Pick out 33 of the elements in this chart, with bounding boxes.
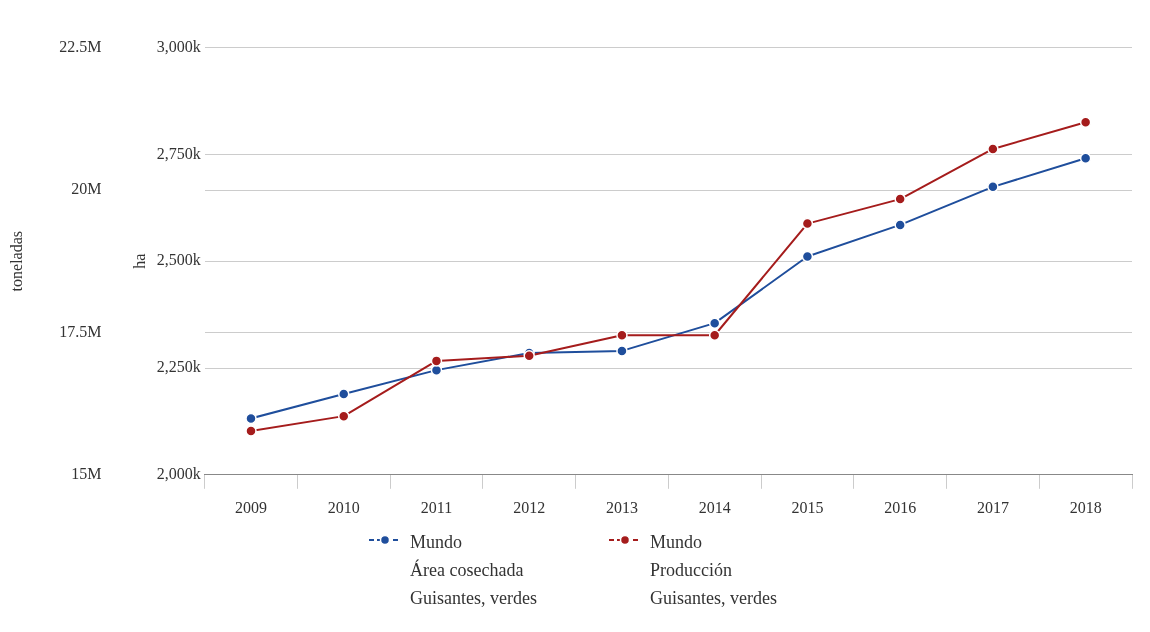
point <box>616 345 628 357</box>
point <box>337 388 350 400</box>
x-tick-label: 2012 <box>513 498 546 516</box>
y2-axis-title: toneladas <box>7 230 25 292</box>
x-tick-label: 2014 <box>698 498 731 516</box>
y-tick-label: 2,250k <box>156 358 201 376</box>
point <box>708 329 721 341</box>
y2-tick-label: 17.5M <box>59 322 102 340</box>
y2-tick-label: 22.5M <box>59 37 102 55</box>
y-tick-label: 3,000k <box>156 37 201 55</box>
x-tick-label: 2011 <box>420 498 453 516</box>
x-tick-label: 2017 <box>976 498 1009 516</box>
x-tick-label: 2015 <box>791 498 824 516</box>
y-axis-title: ha <box>131 253 149 269</box>
x-tick-label: 2013 <box>605 498 638 516</box>
x-tick-label: 2018 <box>1069 498 1102 516</box>
y2-tick-label: 15M <box>71 465 102 482</box>
x-tick-label: 2016 <box>884 498 917 516</box>
point <box>894 193 906 205</box>
legend-label: Mundo Área cosechada Guisantes, verdes <box>410 531 537 610</box>
point <box>245 425 257 437</box>
legend-label: Mundo Producción Guisantes, verdes <box>650 531 777 610</box>
point <box>987 143 999 155</box>
y-tick-label: 2,750k <box>156 144 201 162</box>
y-tick-label: 2,000k <box>156 465 201 482</box>
point <box>616 329 628 341</box>
point <box>430 355 443 367</box>
point <box>894 219 906 231</box>
x-tick-label: 2009 <box>235 498 267 516</box>
x-tick-label: 2010 <box>327 498 360 516</box>
y2-tick-label: 20M <box>71 180 102 198</box>
y-tick-label: 2,500k <box>156 251 201 269</box>
point <box>801 250 814 263</box>
